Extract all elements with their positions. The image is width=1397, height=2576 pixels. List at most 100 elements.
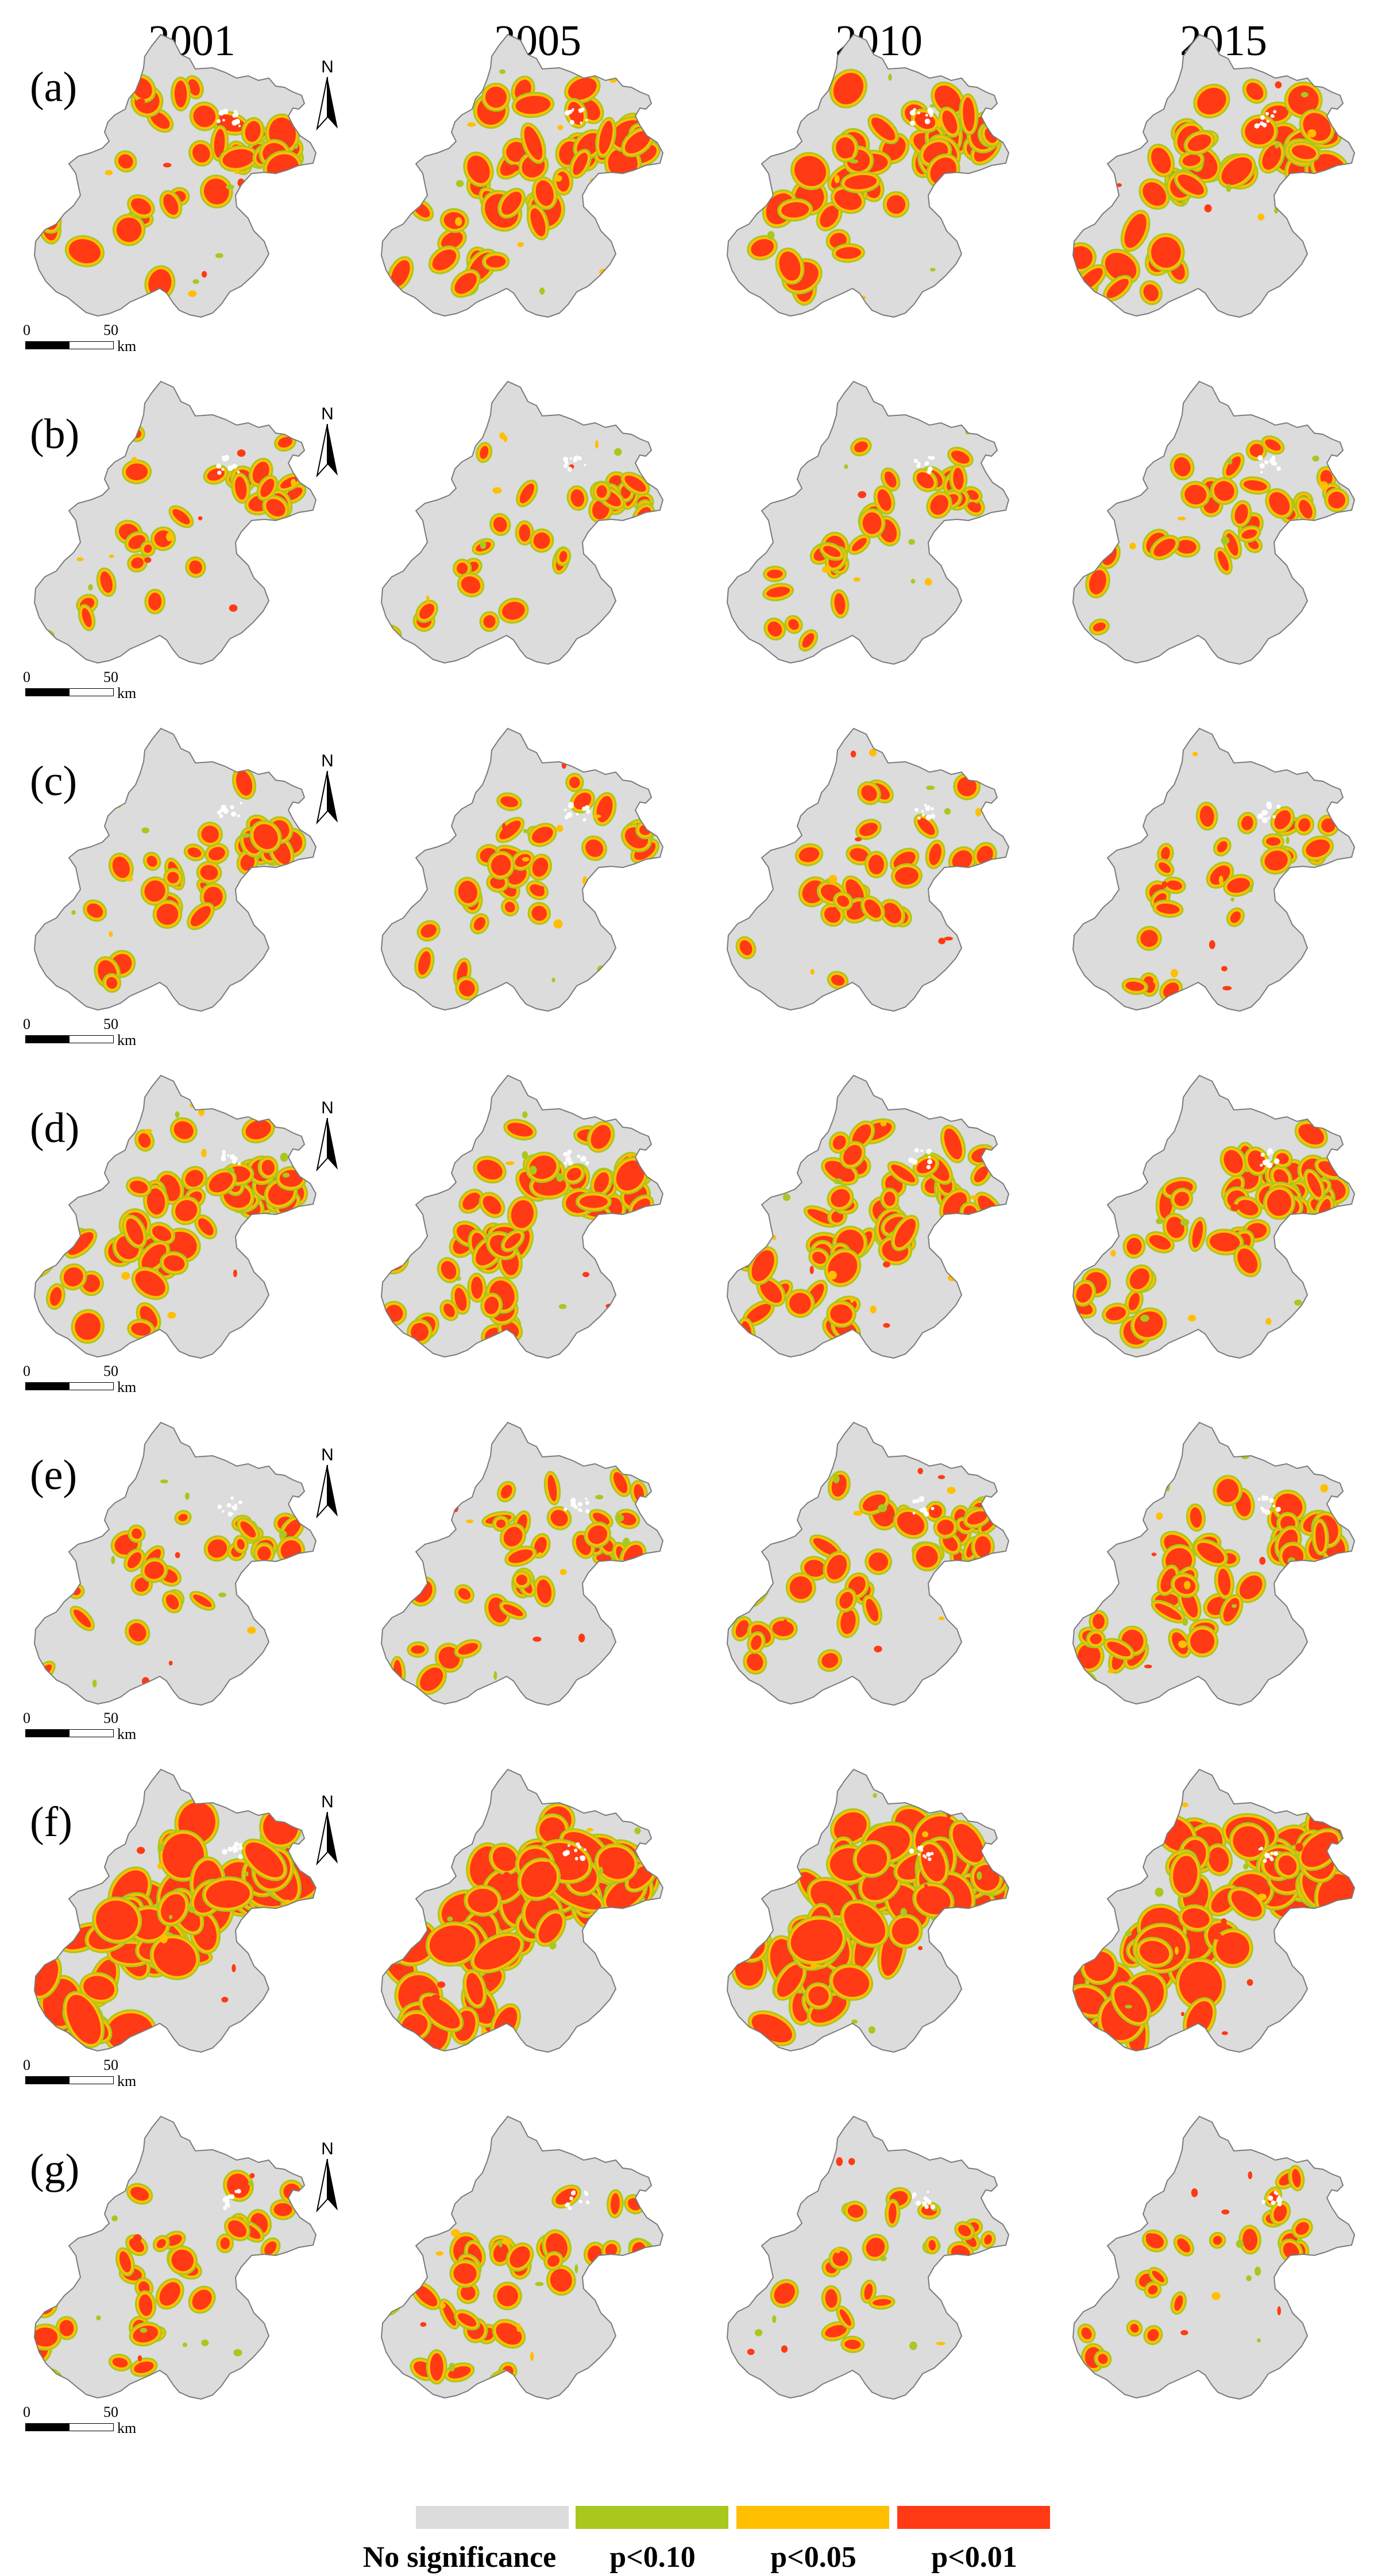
hotspot-p001 [458, 1643, 478, 1655]
urban-speckle [564, 815, 569, 820]
hotspot-small [1286, 836, 1290, 844]
hotspot-p001 [916, 1545, 938, 1568]
hotspot-p001 [573, 152, 588, 175]
hotspot-small [492, 487, 502, 494]
hotspot-small [1116, 427, 1121, 437]
hotspot-small [168, 1915, 173, 1920]
hotspot-p001 [503, 1604, 523, 1617]
hotspot-small [954, 2309, 962, 2317]
hotspot-p001 [1173, 1856, 1198, 1894]
urban-speckle [931, 807, 934, 811]
hotspot-p001 [131, 1322, 151, 1336]
hotspot-p001 [951, 450, 970, 464]
hotspot-small [141, 827, 149, 834]
hotspot-p010 [1073, 1923, 1094, 1958]
hotspot-p001 [1192, 1221, 1203, 1248]
hotspot-small [634, 587, 643, 592]
hotspot-p001 [441, 1261, 457, 1279]
hotspot-small [201, 2339, 209, 2347]
hotspot-p001 [126, 1218, 144, 1245]
hotspot-p001 [1209, 1847, 1229, 1872]
map-panel-f-2015 [1072, 1768, 1356, 2053]
map-boundary [380, 2115, 664, 2400]
hotspot-layer [1073, 1450, 1349, 1698]
hotspot-small [922, 1831, 929, 1838]
hotspot-p001 [138, 2294, 153, 2316]
urban-speckle [223, 455, 230, 461]
urban-speckle [234, 118, 241, 125]
hotspot-small [834, 175, 840, 184]
scale-fifty-label: 50 [103, 1363, 118, 1379]
urban-speckle [1270, 114, 1275, 118]
hotspot-p001 [203, 178, 229, 205]
hotspot-small [767, 231, 775, 240]
urban-speckle [1269, 1857, 1274, 1861]
hotspot-small [237, 449, 246, 457]
urban-speckle [585, 2200, 590, 2204]
hotspot-p001 [821, 1653, 839, 1668]
hotspot-small [451, 2229, 461, 2237]
urban-speckle [912, 1511, 916, 1515]
hotspot-small [1295, 1843, 1303, 1852]
scale-zero-label: 0 [23, 1710, 30, 1726]
hotspot-p001 [1243, 480, 1267, 491]
urban-speckle [226, 1503, 231, 1508]
hotspot-p001 [766, 587, 790, 597]
urban-speckle [1257, 1497, 1261, 1501]
hotspot-small [76, 557, 84, 562]
hotspot-p001 [496, 1519, 506, 1528]
hotspot-small [574, 2264, 578, 2274]
hotspot-p001 [547, 2255, 559, 2267]
hotspot-p001 [591, 1125, 611, 1149]
hotspot-p001 [532, 857, 549, 877]
hotspot-p001 [441, 232, 463, 249]
hotspot-p001 [87, 903, 103, 918]
hotspot-small [869, 749, 877, 757]
hotspot-p001 [171, 2249, 194, 2272]
hotspot-small [435, 2251, 443, 2256]
hotspot-p001 [832, 1135, 846, 1150]
urban-speckle [567, 1149, 572, 1154]
map-panel-e-2005 [380, 1421, 664, 1706]
scale-bar-black-segment [25, 2076, 69, 2084]
legend-label-no-significance: No significance [362, 2541, 557, 2574]
hotspot-p001 [257, 1546, 271, 1561]
hotspot-p001 [563, 1832, 605, 1865]
hotspot-small [1182, 1618, 1188, 1626]
hotspot-p001 [928, 2240, 936, 2251]
hotspot-p001 [148, 592, 162, 611]
hotspot-p001 [861, 785, 877, 801]
hotspot-p001 [1328, 491, 1346, 509]
hotspot-small [436, 111, 442, 117]
urban-speckle [927, 469, 932, 475]
hotspot-small [1107, 1669, 1114, 1673]
hotspot-small [293, 628, 299, 636]
hotspot-p001 [507, 1123, 533, 1137]
hotspot-p001 [1155, 1603, 1182, 1620]
hotspot-small [226, 184, 234, 190]
hotspot-p001 [1210, 865, 1230, 885]
urban-speckle [233, 111, 239, 117]
hotspot-p001 [1151, 237, 1181, 268]
hotspot-p001 [937, 1520, 954, 1535]
hotspot-p001 [1107, 1641, 1131, 1657]
hotspot-p001 [1214, 481, 1234, 501]
urban-speckle [584, 2191, 587, 2194]
hotspot-p001 [568, 102, 584, 125]
hotspot-small [1104, 534, 1108, 541]
urban-speckle [1269, 1498, 1274, 1503]
hotspot-small [855, 837, 862, 842]
hotspot-small [1181, 1802, 1188, 1808]
hotspot-p001 [1227, 878, 1250, 893]
hotspot-p001 [504, 901, 515, 913]
hotspot-p001 [68, 1232, 94, 1255]
hotspot-small [175, 1111, 180, 1118]
urban-speckle [579, 1509, 582, 1513]
hotspot-p001 [888, 2203, 897, 2224]
hotspot-small [265, 608, 269, 612]
hotspot-small [456, 1275, 461, 1281]
hotspot-p001 [967, 1511, 987, 1525]
hotspot-p001 [616, 1160, 645, 1191]
hotspot-p001 [916, 1886, 951, 1915]
